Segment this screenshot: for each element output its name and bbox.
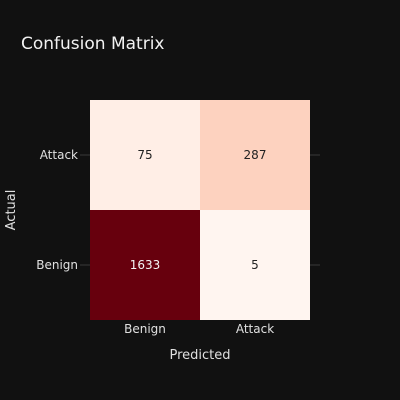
heatmap-cell-benign-benign <box>90 210 200 320</box>
chart-title: Confusion Matrix <box>21 34 165 54</box>
heatmap-cell-attack-benign <box>90 100 200 210</box>
x-axis-title: Predicted <box>169 348 230 363</box>
y-tick-label: Benign <box>36 258 78 272</box>
x-tick-label: Attack <box>236 322 274 336</box>
x-tick-label: Benign <box>124 322 166 336</box>
cell-value-labels: 75 287 1633 5 <box>130 148 267 272</box>
cell-value-label: 5 <box>251 258 259 272</box>
y-axis-title: Actual <box>4 190 19 231</box>
cell-value-label: 75 <box>137 148 152 162</box>
heatmap-cell-attack-attack <box>200 100 310 210</box>
x-axis-ticks: Benign Attack <box>124 322 274 336</box>
heatmap-cells <box>90 100 310 320</box>
y-axis-ticks: Attack Benign <box>36 148 78 272</box>
cell-value-label: 287 <box>244 148 267 162</box>
y-tick-label: Attack <box>40 148 78 162</box>
cell-value-label: 1633 <box>130 258 161 272</box>
heatmap-cell-benign-attack <box>200 210 310 320</box>
